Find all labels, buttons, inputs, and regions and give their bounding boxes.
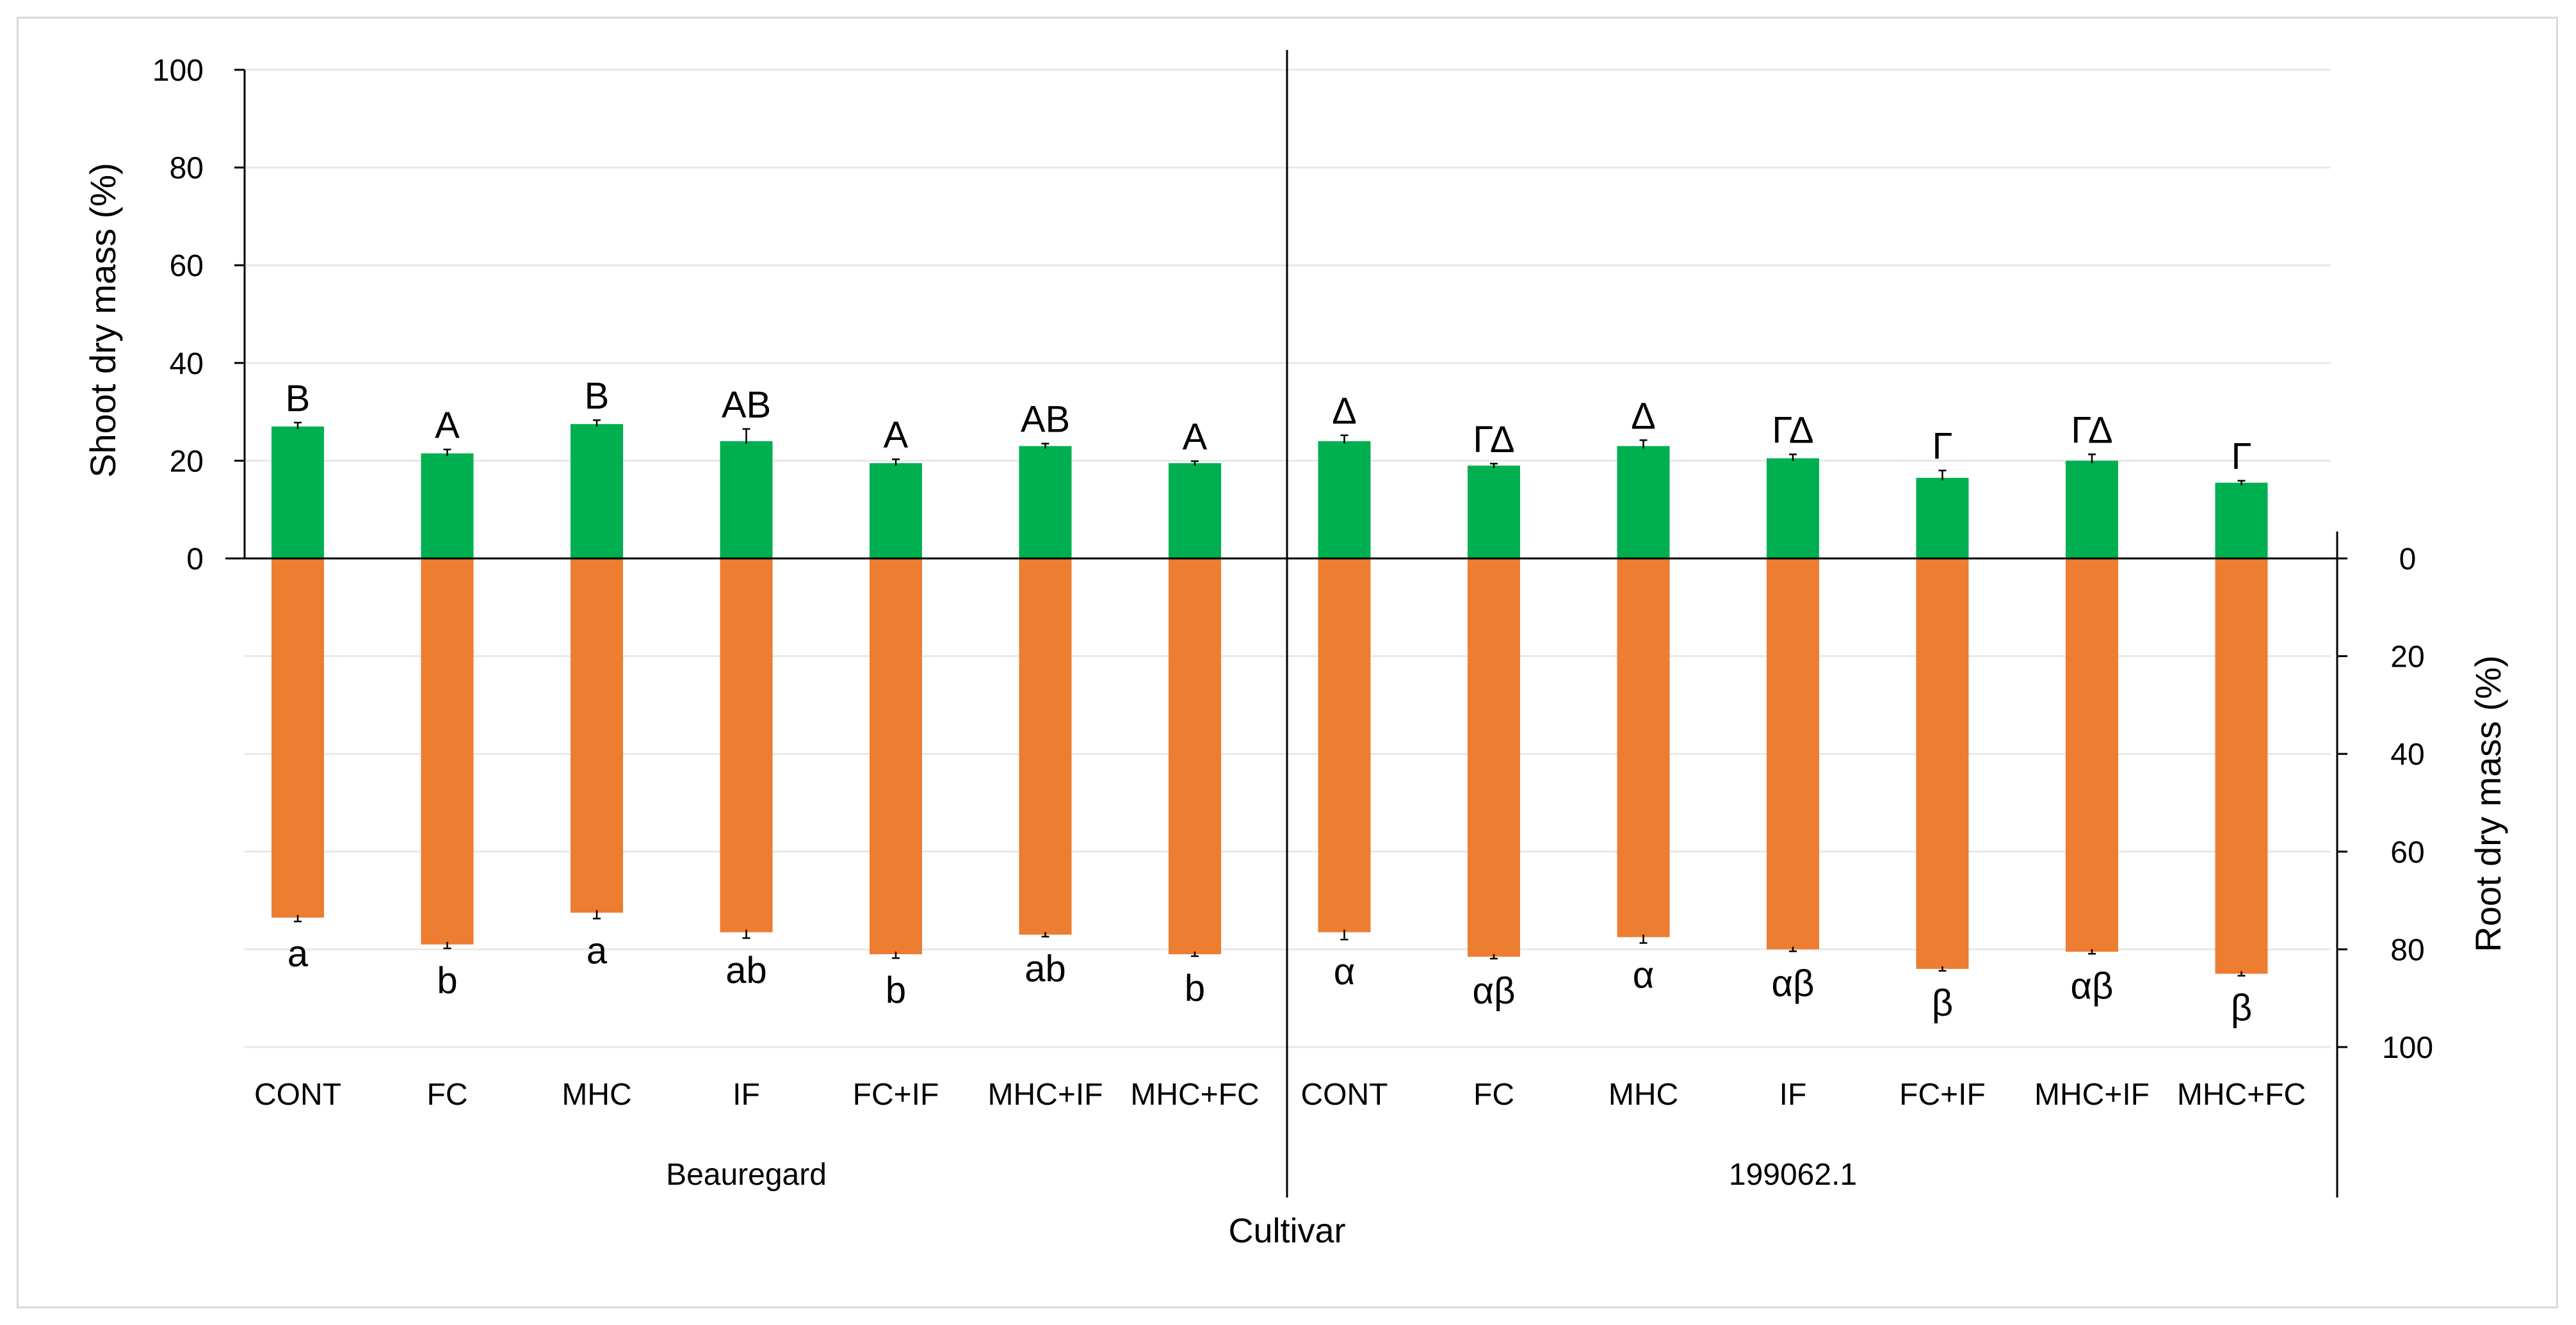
root-letter: αβ xyxy=(1473,970,1516,1012)
root-letter: β xyxy=(1932,982,1953,1024)
shoot-bar xyxy=(1916,478,1969,558)
shoot-letter: Δ xyxy=(1631,395,1656,437)
left-tick-label: 100 xyxy=(152,54,204,88)
category-label: FC xyxy=(427,1078,468,1112)
root-bar xyxy=(571,558,623,913)
left-tick-label: 20 xyxy=(170,444,204,478)
root-bars xyxy=(271,558,2268,974)
root-bar xyxy=(1617,558,1670,938)
left-tick-label: 80 xyxy=(170,152,204,186)
category-label: FC xyxy=(1473,1078,1514,1112)
shoot-letter: B xyxy=(585,375,610,417)
root-letter: b xyxy=(1185,968,1205,1009)
shoot-letter: Γ xyxy=(1932,426,1953,467)
shoot-bar xyxy=(2066,460,2118,558)
root-letter: ab xyxy=(725,950,767,991)
root-bar xyxy=(870,558,922,955)
shoot-letter: ΓΔ xyxy=(1772,409,1813,451)
root-letter: αβ xyxy=(2071,965,2114,1007)
shoot-bar xyxy=(2215,482,2268,558)
shoot-letter: Δ xyxy=(1332,391,1357,432)
axes xyxy=(225,50,2347,1198)
root-bar xyxy=(2066,558,2118,952)
right-tick-label: 40 xyxy=(2390,738,2424,772)
left-tick-label: 40 xyxy=(170,347,204,381)
category-label: MHC+FC xyxy=(2177,1078,2306,1112)
shoot-bar xyxy=(1318,441,1371,558)
category-label: IF xyxy=(733,1078,760,1112)
shoot-bar xyxy=(421,453,474,558)
root-bar xyxy=(2215,558,2268,974)
shoot-bar xyxy=(571,424,623,558)
labels: Ba CONT Ab FC Ba MHC AB ab IF Ab FC+IF AB ab MHC+IF Ab… xyxy=(83,54,2508,1250)
error-bars xyxy=(294,419,2246,977)
shoot-letter: ΓΔ xyxy=(1473,419,1514,460)
shoot-letter: A xyxy=(435,405,460,446)
root-bar xyxy=(1916,558,1969,969)
category-label: CONT xyxy=(254,1078,341,1112)
shoot-bar xyxy=(720,441,773,558)
root-bar xyxy=(421,558,474,945)
root-bar xyxy=(1468,558,1520,957)
right-tick-label: 80 xyxy=(2390,933,2424,967)
shoot-bar xyxy=(1767,458,1819,558)
root-letter: b xyxy=(886,970,906,1011)
root-letter: b xyxy=(437,960,457,1002)
category-label: FC+IF xyxy=(1899,1078,1986,1112)
right-tick-label: 0 xyxy=(2399,542,2417,576)
shoot-letter: A xyxy=(884,414,909,456)
shoot-letter: Γ xyxy=(2232,436,2252,478)
category-label: IF xyxy=(1779,1078,1807,1112)
category-label: MHC+IF xyxy=(2034,1078,2150,1112)
root-bar xyxy=(1767,558,1819,950)
shoot-bar xyxy=(271,426,324,558)
right-tick-label: 60 xyxy=(2390,836,2424,870)
right-tick-label: 100 xyxy=(2382,1031,2433,1065)
root-letter: αβ xyxy=(1772,963,1815,1004)
shoot-bar xyxy=(870,463,922,558)
category-label: MHC+FC xyxy=(1130,1078,1259,1112)
category-label: MHC xyxy=(562,1078,631,1112)
category-label: MHC xyxy=(1608,1078,1678,1112)
root-bar xyxy=(1019,558,1072,935)
group-label: Beauregard xyxy=(666,1158,827,1192)
shoot-bar xyxy=(1019,446,1072,558)
shoot-bar xyxy=(1617,446,1670,558)
root-bar xyxy=(1318,558,1371,932)
root-letter: a xyxy=(288,933,309,975)
group-label: 199062.1 xyxy=(1729,1158,1857,1192)
left-y-axis-title: Shoot dry mass (%) xyxy=(83,163,123,478)
x-axis-title: Cultivar xyxy=(1228,1212,1345,1250)
shoot-letter: A xyxy=(1183,416,1208,458)
shoot-bar xyxy=(1169,463,1221,558)
root-bar xyxy=(720,558,773,932)
root-letter: ab xyxy=(1025,948,1066,990)
root-bar xyxy=(271,558,324,918)
root-letter: α xyxy=(1633,954,1655,996)
root-letter: α xyxy=(1334,951,1356,993)
left-tick-label: 0 xyxy=(186,542,204,576)
root-bar xyxy=(1169,558,1221,955)
shoot-letter: AB xyxy=(722,384,771,426)
shoot-bars xyxy=(271,424,2268,558)
right-y-axis-title: Root dry mass (%) xyxy=(2468,655,2508,952)
category-label: MHC+IF xyxy=(988,1078,1103,1112)
category-label: CONT xyxy=(1301,1078,1388,1112)
category-label: FC+IF xyxy=(853,1078,939,1112)
shoot-letter: B xyxy=(286,378,311,419)
root-letter: β xyxy=(2231,988,2252,1029)
shoot-letter: ΓΔ xyxy=(2071,409,2112,451)
shoot-letter: AB xyxy=(1021,399,1070,441)
shoot-bar xyxy=(1468,466,1520,558)
root-letter: a xyxy=(587,930,608,971)
right-tick-label: 20 xyxy=(2390,640,2424,674)
left-tick-label: 60 xyxy=(170,249,204,283)
